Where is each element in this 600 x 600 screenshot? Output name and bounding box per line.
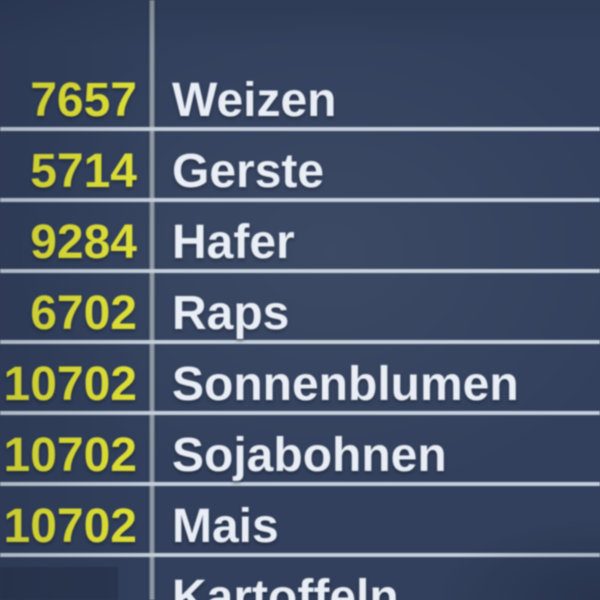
price-value: 10702 — [3, 358, 137, 411]
table-row[interactable]: 6702 Raps — [0, 273, 600, 344]
crop-name: Gerste — [172, 145, 325, 198]
table-row[interactable]: Kartoffeln — [0, 557, 600, 600]
table-row[interactable]: 10702 Sonnenblumen — [0, 344, 600, 415]
crop-name: Weizen — [172, 74, 337, 127]
table-row[interactable]: 10702 Mais — [0, 486, 600, 557]
crop-name: Raps — [172, 287, 290, 340]
crop-name: Kartoffeln — [172, 571, 399, 600]
crop-name: Hafer — [172, 216, 295, 269]
table-row[interactable]: 7657 Weizen — [0, 60, 600, 131]
crop-name: Sonnenblumen — [172, 358, 519, 411]
price-value — [0, 564, 150, 600]
price-value: 6702 — [30, 287, 137, 340]
column-divider-line — [149, 0, 155, 600]
crop-name: Mais — [172, 500, 279, 553]
crop-name: Sojabohnen — [172, 429, 447, 482]
table-row[interactable]: 9284 Hafer — [0, 202, 600, 273]
table-row[interactable]: 10702 Sojabohnen — [0, 415, 600, 486]
price-value: 7657 — [30, 74, 137, 127]
price-value: 9284 — [30, 216, 137, 269]
price-value: 5714 — [30, 145, 137, 198]
price-value: 10702 — [3, 429, 137, 482]
price-value: 10702 — [3, 500, 137, 553]
empty-price-cell-shade — [0, 567, 118, 600]
table-row[interactable]: 5714 Gerste — [0, 131, 600, 202]
